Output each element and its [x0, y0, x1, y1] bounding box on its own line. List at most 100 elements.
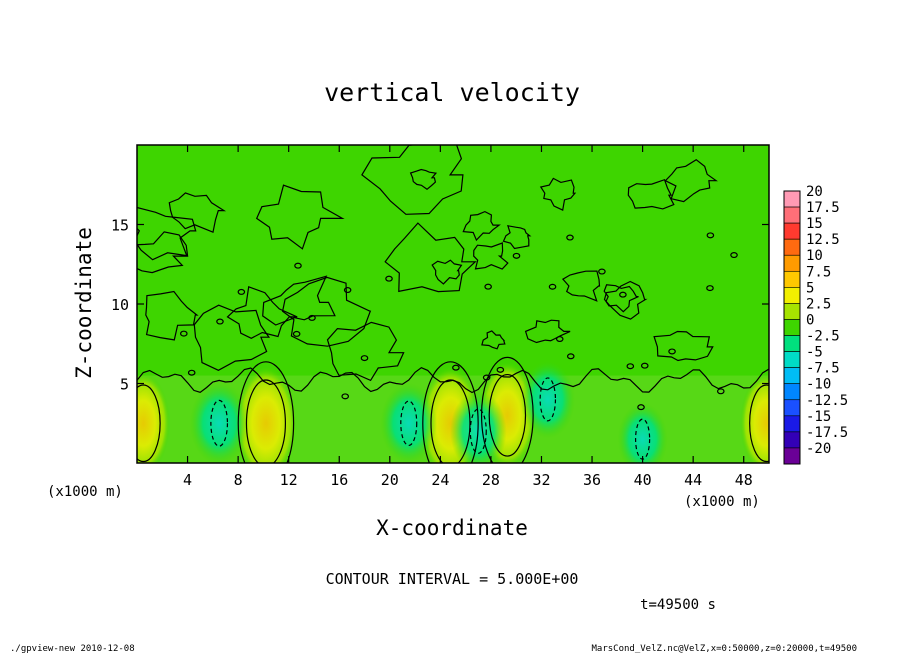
colorbar-label: 10 — [806, 248, 823, 264]
colorbar-segment — [783, 222, 801, 240]
small-contour — [180, 330, 188, 337]
zero-contour — [473, 242, 509, 270]
small-contour — [452, 364, 460, 371]
colorbar-segment — [783, 238, 801, 256]
colorbar-label: -15 — [806, 409, 831, 425]
colorbar: 2017.51512.5107.552.50-2.5-5-7.5-10-12.5… — [783, 184, 848, 465]
downdraft-contour — [469, 408, 487, 454]
zero-contour — [603, 280, 648, 320]
zero-contour — [502, 225, 532, 250]
colorbar-segment — [783, 270, 801, 288]
y-tick-label: 15 — [111, 217, 129, 235]
x-tick-label: 32 — [532, 471, 550, 489]
zero-contour — [384, 222, 477, 293]
colorbar-segment — [783, 367, 801, 385]
small-contour — [668, 348, 676, 355]
small-contour — [341, 393, 350, 400]
colorbar-label: 7.5 — [806, 264, 831, 280]
updraft-contour — [137, 384, 161, 463]
zero-contour — [137, 231, 189, 274]
y-axis-title: Z-coordinate — [72, 227, 96, 379]
colorbar-segment — [783, 447, 801, 465]
zero-contour — [462, 210, 501, 242]
zero-contour — [326, 321, 405, 382]
small-contour — [555, 336, 564, 343]
small-contour — [216, 318, 224, 325]
small-contour — [360, 355, 369, 362]
colorbar-label: 12.5 — [806, 232, 840, 248]
updraft-contour — [430, 379, 471, 463]
plot-area — [137, 145, 769, 463]
zero-contour — [137, 206, 197, 261]
x-tick-label: 24 — [431, 471, 449, 489]
small-contour — [637, 404, 645, 411]
colorbar-label: -7.5 — [806, 361, 840, 377]
zero-contour — [361, 145, 464, 215]
y-tick-label: 5 — [120, 376, 129, 394]
downdraft-contour — [539, 377, 557, 422]
small-contour — [716, 388, 725, 395]
small-contour — [385, 275, 393, 282]
x-tick-label: 8 — [234, 471, 243, 489]
colorbar-label: 20 — [806, 184, 823, 200]
colorbar-label: 15 — [806, 216, 823, 232]
downdraft-fill — [380, 382, 438, 463]
colorbar-segment — [783, 399, 801, 417]
small-contour — [706, 285, 714, 292]
colorbar-label: -17.5 — [806, 425, 848, 441]
small-contour — [292, 330, 301, 337]
contour-interval-text: CONTOUR INTERVAL = 5.000E+00 — [326, 570, 579, 588]
zero-contour — [409, 168, 438, 191]
x-tick-label: 44 — [684, 471, 702, 489]
downdraft-fill — [520, 360, 575, 439]
x-axis: 4 8 12 16 20 24 28 32 36 40 44 48 — [183, 145, 753, 489]
chart-title: vertical velocity — [324, 78, 580, 107]
updraft-fill — [235, 366, 297, 463]
y-unit-label: (x1000 m) — [47, 484, 123, 500]
downdraft-contour — [210, 399, 229, 447]
small-contour — [566, 234, 574, 241]
colorbar-label: 17.5 — [806, 200, 840, 216]
colorbar-label: 0 — [806, 312, 814, 328]
contour-layer — [137, 145, 769, 463]
x-tick-label: 20 — [381, 471, 399, 489]
zero-contour — [145, 290, 199, 341]
zero-contour — [431, 259, 463, 285]
downdraft-contour — [400, 400, 418, 447]
colorbar-label: -5 — [806, 345, 823, 361]
colorbar-segment — [783, 254, 801, 272]
small-contour — [619, 291, 627, 298]
colorbar-frame — [783, 190, 801, 465]
small-contour — [730, 252, 738, 259]
x-tick-label: 40 — [634, 471, 652, 489]
x-tick-label: 28 — [482, 471, 500, 489]
zero-contour — [603, 284, 639, 313]
updraft-contour-outer — [422, 361, 479, 463]
colorbar-segment — [783, 206, 801, 224]
downdraft-fill — [617, 402, 668, 463]
colorbar-segment — [783, 287, 801, 304]
x-unit-label: (x1000 m) — [684, 494, 760, 510]
small-contour — [484, 283, 492, 290]
x-tick-label: 16 — [330, 471, 348, 489]
colorbar-segment — [783, 190, 801, 208]
colorbar-segment — [783, 303, 801, 320]
small-contour — [512, 252, 521, 259]
downdraft-fill — [189, 381, 249, 463]
zero-contour — [481, 330, 506, 350]
zero-contour — [255, 184, 345, 250]
colorbar-segment — [783, 383, 801, 401]
colorbar-segment — [783, 319, 801, 336]
zero-contour — [653, 330, 714, 362]
zero-contour — [193, 304, 271, 371]
small-contour — [548, 283, 557, 290]
x-tick-label: 48 — [735, 471, 753, 489]
colorbar-segment — [783, 415, 801, 433]
small-contour — [343, 287, 352, 294]
zero-contour — [627, 178, 675, 210]
x-axis-title: X-coordinate — [376, 516, 528, 540]
x-tick-label: 4 — [183, 471, 192, 489]
small-contour — [598, 268, 606, 275]
small-contour — [294, 262, 302, 269]
